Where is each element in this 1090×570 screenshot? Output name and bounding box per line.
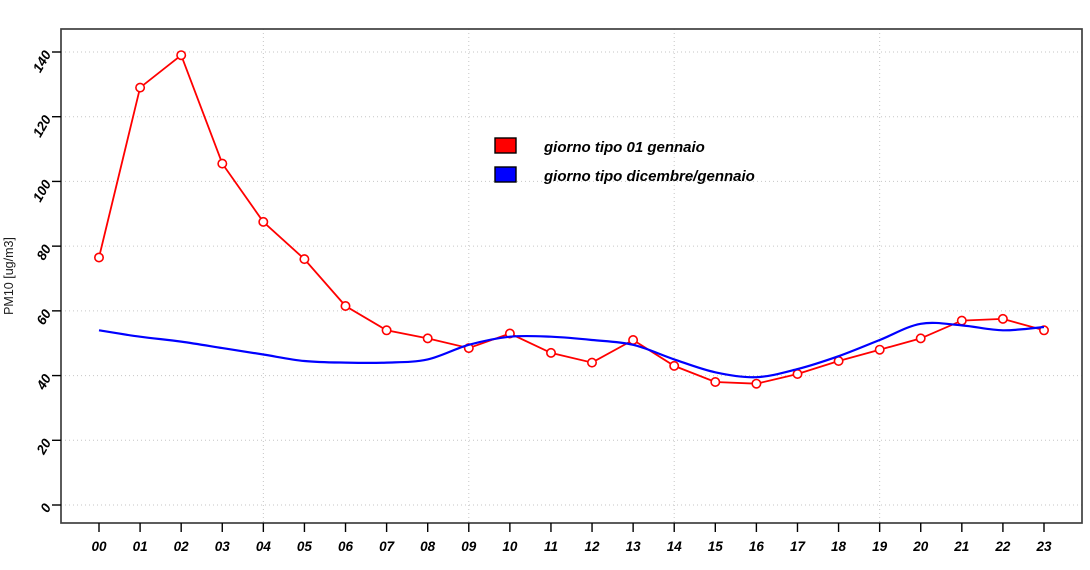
marker-red-12 — [586, 357, 597, 368]
x-tick-label-05: 05 — [297, 539, 313, 554]
marker-red-21 — [956, 315, 967, 326]
marker-red-07 — [381, 325, 392, 336]
legend-swatch-blue — [494, 166, 517, 183]
x-tick-label-16: 16 — [749, 539, 765, 554]
series-line-red — [98, 53, 1045, 385]
x-tick-label-23: 23 — [1035, 539, 1052, 554]
axis-layer: 0 20 40 60 80 100 120 140 00 01 02 03 04 05 06 07 08 09 10… — [30, 48, 1052, 554]
y-axis-title: PM10 [ug/m3] — [2, 237, 16, 315]
legend-label-red: giorno tipo 01 gennaio — [543, 139, 705, 156]
x-tick-label-03: 03 — [215, 539, 231, 554]
grid-layer — [61, 29, 1082, 523]
x-tick-label-15: 15 — [708, 539, 724, 554]
marker-red-06 — [340, 300, 351, 311]
marker-red-15 — [710, 376, 721, 387]
marker-red-04 — [258, 216, 269, 227]
series-line-blue — [98, 321, 1045, 379]
marker-red-00 — [94, 252, 105, 263]
y-tick-label-140: 140 — [30, 48, 54, 75]
marker-red-03 — [217, 158, 228, 169]
marker-red-22 — [997, 313, 1008, 324]
x-tick-label-12: 12 — [585, 539, 601, 554]
x-tick-label-07: 07 — [379, 539, 396, 554]
marker-red-20 — [915, 333, 926, 344]
x-tick-label-11: 11 — [544, 539, 558, 554]
legend: giorno tipo 01 gennaio giorno tipo dicem… — [494, 137, 755, 185]
x-tick-label-02: 02 — [174, 539, 190, 554]
marker-red-14 — [669, 360, 680, 371]
marker-red-05 — [299, 254, 310, 265]
marker-red-02 — [176, 50, 187, 61]
marker-red-13 — [628, 334, 639, 345]
marker-red-17 — [792, 368, 803, 379]
x-tick-label-13: 13 — [626, 539, 642, 554]
x-tick-label-22: 22 — [994, 539, 1011, 554]
x-tick-label-18: 18 — [831, 539, 847, 554]
x-tick-label-10: 10 — [502, 539, 518, 554]
y-tick-label-60: 60 — [34, 306, 55, 327]
legend-label-blue: giorno tipo dicembre/gennaio — [543, 168, 755, 185]
x-tick-label-00: 00 — [91, 539, 107, 554]
y-tick-label-100: 100 — [30, 177, 54, 204]
x-tick-label-19: 19 — [872, 539, 888, 554]
x-tick-label-21: 21 — [953, 539, 969, 554]
y-tick-label-80: 80 — [34, 242, 55, 263]
x-tick-label-17: 17 — [790, 539, 807, 554]
x-tick-label-04: 04 — [256, 539, 272, 554]
marker-red-01 — [135, 82, 146, 93]
y-tick-label-40: 40 — [33, 371, 54, 393]
x-tick-label-09: 09 — [461, 539, 477, 554]
x-tick-label-06: 06 — [338, 539, 354, 554]
legend-swatch-red — [494, 137, 517, 154]
x-tick-label-08: 08 — [420, 539, 436, 554]
y-tick-label-0: 0 — [37, 501, 54, 515]
marker-red-08 — [422, 333, 433, 344]
marker-red-16 — [751, 378, 762, 389]
plot-border — [60, 28, 1083, 524]
marker-red-11 — [545, 347, 556, 358]
y-tick-label-120: 120 — [30, 112, 54, 139]
x-tick-label-14: 14 — [667, 539, 683, 554]
x-tick-label-20: 20 — [912, 539, 929, 554]
x-tick-label-01: 01 — [133, 539, 148, 554]
marker-red-19 — [874, 344, 885, 355]
series-layer — [94, 50, 1050, 389]
y-tick-label-20: 20 — [33, 436, 54, 458]
